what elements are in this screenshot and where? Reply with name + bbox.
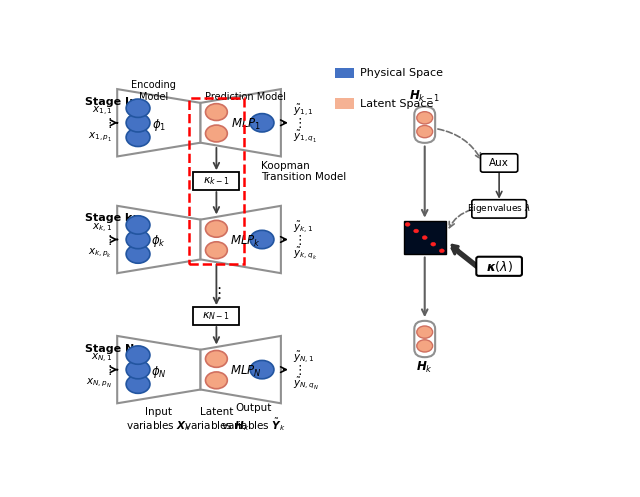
Text: Eigenvalues $\lambda$: Eigenvalues $\lambda$ [467,202,531,215]
Text: $\kappa_{k-1}$: $\kappa_{k-1}$ [203,175,230,187]
Circle shape [205,350,227,367]
Text: Input
variables $\boldsymbol{X}_k$: Input variables $\boldsymbol{X}_k$ [126,407,191,433]
Circle shape [126,216,150,234]
Circle shape [126,99,150,117]
FancyBboxPatch shape [193,307,239,325]
Text: $\vdots$: $\vdots$ [103,363,112,377]
Circle shape [205,220,227,237]
Polygon shape [117,336,200,403]
Circle shape [417,326,433,338]
FancyBboxPatch shape [193,172,239,190]
Circle shape [417,125,433,138]
FancyBboxPatch shape [414,106,435,143]
Text: $x_{1,p_1}$: $x_{1,p_1}$ [88,130,112,143]
Text: $x_{N,1}$: $x_{N,1}$ [91,351,112,365]
Circle shape [205,372,227,389]
Circle shape [413,229,419,233]
Circle shape [126,346,150,364]
Text: $\vdots$: $\vdots$ [103,233,112,247]
Polygon shape [117,206,200,273]
Text: $\boldsymbol{H}_k$: $\boldsymbol{H}_k$ [416,360,433,375]
Text: $x_{k,p_k}$: $x_{k,p_k}$ [88,247,112,259]
FancyBboxPatch shape [481,154,518,172]
Text: Koopman
Transition Model: Koopman Transition Model [261,161,346,182]
FancyBboxPatch shape [472,200,526,218]
Text: $\kappa_{N-1}$: $\kappa_{N-1}$ [202,310,230,322]
Circle shape [250,114,274,132]
Text: Stage k:: Stage k: [85,213,137,224]
Text: Prediction Model: Prediction Model [205,92,286,102]
Circle shape [422,236,428,240]
Text: Stage N:: Stage N: [85,343,139,353]
Text: $\vdots$: $\vdots$ [103,116,112,130]
Text: $\phi_1$: $\phi_1$ [152,117,166,133]
Circle shape [417,340,433,352]
Polygon shape [117,89,200,157]
Circle shape [126,230,150,248]
Text: $\vdots$: $\vdots$ [293,233,302,247]
Text: $MLP_N$: $MLP_N$ [230,364,262,379]
Circle shape [126,375,150,393]
Circle shape [205,242,227,258]
Circle shape [250,230,274,248]
FancyBboxPatch shape [476,257,522,276]
Text: $\vdots$: $\vdots$ [211,285,221,301]
Text: $\boldsymbol{\kappa}(\lambda)$: $\boldsymbol{\kappa}(\lambda)$ [486,259,513,274]
Circle shape [205,125,227,142]
Text: $\phi_k$: $\phi_k$ [152,234,166,249]
Bar [335,98,355,109]
Text: $\tilde{y}_{1,1}$: $\tilde{y}_{1,1}$ [293,103,314,119]
Circle shape [439,249,444,252]
Text: Output
variables $\tilde{\boldsymbol{Y}}_k$: Output variables $\tilde{\boldsymbol{Y}}… [221,404,285,433]
Text: $x_{1,1}$: $x_{1,1}$ [92,105,112,118]
Text: Latent Space: Latent Space [360,98,434,109]
Text: Latent
variables $\boldsymbol{H}_k$: Latent variables $\boldsymbol{H}_k$ [184,407,250,433]
Circle shape [417,112,433,124]
Text: $\vdots$: $\vdots$ [293,363,302,377]
Circle shape [126,128,150,147]
Text: Physical Space: Physical Space [360,68,444,78]
Text: $\tilde{y}_{N,1}$: $\tilde{y}_{N,1}$ [293,350,315,366]
Text: $\vdots$: $\vdots$ [293,116,302,130]
Text: Aux: Aux [489,158,509,168]
Text: $\tilde{y}_{k,1}$: $\tilde{y}_{k,1}$ [293,220,314,236]
Text: $MLP_k$: $MLP_k$ [230,234,261,249]
Circle shape [126,245,150,263]
Polygon shape [200,336,281,403]
Bar [335,68,355,79]
Polygon shape [200,206,281,273]
Circle shape [431,242,436,246]
Text: $\tilde{y}_{N,q_N}$: $\tilde{y}_{N,q_N}$ [293,375,319,391]
FancyBboxPatch shape [414,321,435,357]
Text: $x_{N,p_N}$: $x_{N,p_N}$ [86,377,112,390]
Circle shape [250,360,274,379]
Text: Stage I:: Stage I: [85,97,134,107]
Text: $\tilde{y}_{k,q_k}$: $\tilde{y}_{k,q_k}$ [293,245,317,261]
Text: $\boldsymbol{H}_{k-1}$: $\boldsymbol{H}_{k-1}$ [409,88,440,103]
Bar [404,221,446,254]
Text: $\tilde{y}_{1,q_1}$: $\tilde{y}_{1,q_1}$ [293,128,317,144]
Text: $MLP_1$: $MLP_1$ [230,117,260,132]
Circle shape [205,104,227,120]
Text: Encoding
Model: Encoding Model [131,80,177,102]
Polygon shape [200,89,281,157]
Circle shape [126,114,150,132]
Text: $x_{k,1}$: $x_{k,1}$ [92,222,112,235]
Circle shape [405,223,410,226]
Text: $\phi_N$: $\phi_N$ [151,363,166,380]
Circle shape [126,360,150,379]
Bar [189,98,244,264]
